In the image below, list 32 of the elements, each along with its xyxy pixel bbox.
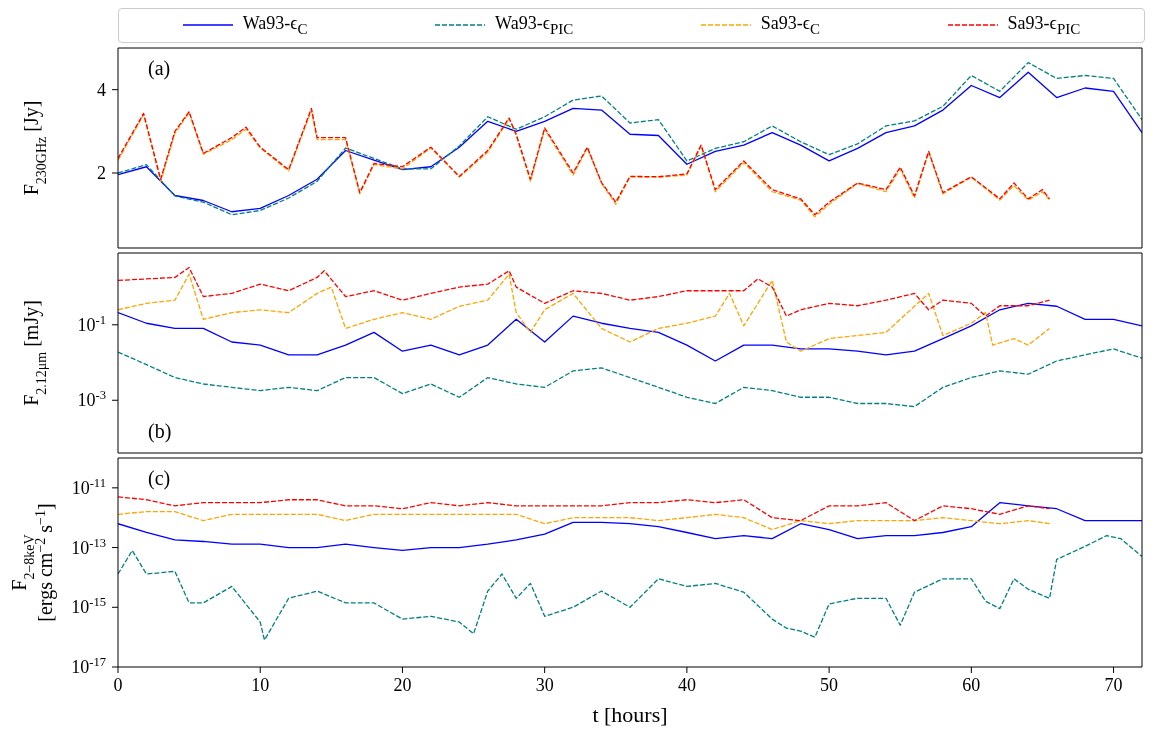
- y-tick-label: 10$^{-15}$: [71, 594, 106, 617]
- y-tick-label: 10$^{-13}$: [71, 535, 106, 558]
- x-tick-label: 10: [251, 674, 270, 695]
- y-tick-label: 4: [97, 79, 106, 100]
- legend-label: Sa93-ϵ$_{PIC}$: [1007, 13, 1081, 38]
- x-tick-label: 20: [393, 674, 412, 695]
- legend-label: Sa93-ϵ$_{C}$: [760, 13, 821, 38]
- line-series: [118, 302, 1142, 362]
- x-tick-label: 50: [820, 674, 839, 695]
- x-tick-label: 0: [113, 674, 123, 695]
- line-series: [118, 534, 1142, 641]
- y-tick-label: 10$^{-11}$: [71, 475, 106, 498]
- line-series: [118, 501, 1142, 551]
- x-tick-label: 60: [962, 674, 981, 695]
- legend-label: Wa93-ϵ$_{PIC}$: [495, 13, 574, 38]
- annotation: (a): [148, 56, 171, 80]
- y-tick-label: 10$^{-1}$: [77, 312, 106, 335]
- line-series: [118, 510, 1051, 530]
- line-series: [118, 266, 1051, 317]
- annotation: (b): [148, 419, 172, 443]
- y-tick-label: 2: [97, 162, 106, 183]
- line-series: [118, 347, 1142, 407]
- line-series: [118, 495, 1051, 521]
- line-series: [118, 273, 1051, 352]
- x-tick-label: 30: [535, 674, 554, 695]
- x-tick-label: 70: [1104, 674, 1123, 695]
- y-tick-label: 10$^{-3}$: [77, 387, 106, 410]
- y-tick-label: 10$^{-17}$: [71, 654, 106, 677]
- x-tick-label: 40: [677, 674, 696, 695]
- annotation: (c): [148, 466, 171, 490]
- x-axis-title: t [hours]: [592, 701, 668, 727]
- legend-label: Wa93-ϵ$_{C}$: [242, 13, 308, 38]
